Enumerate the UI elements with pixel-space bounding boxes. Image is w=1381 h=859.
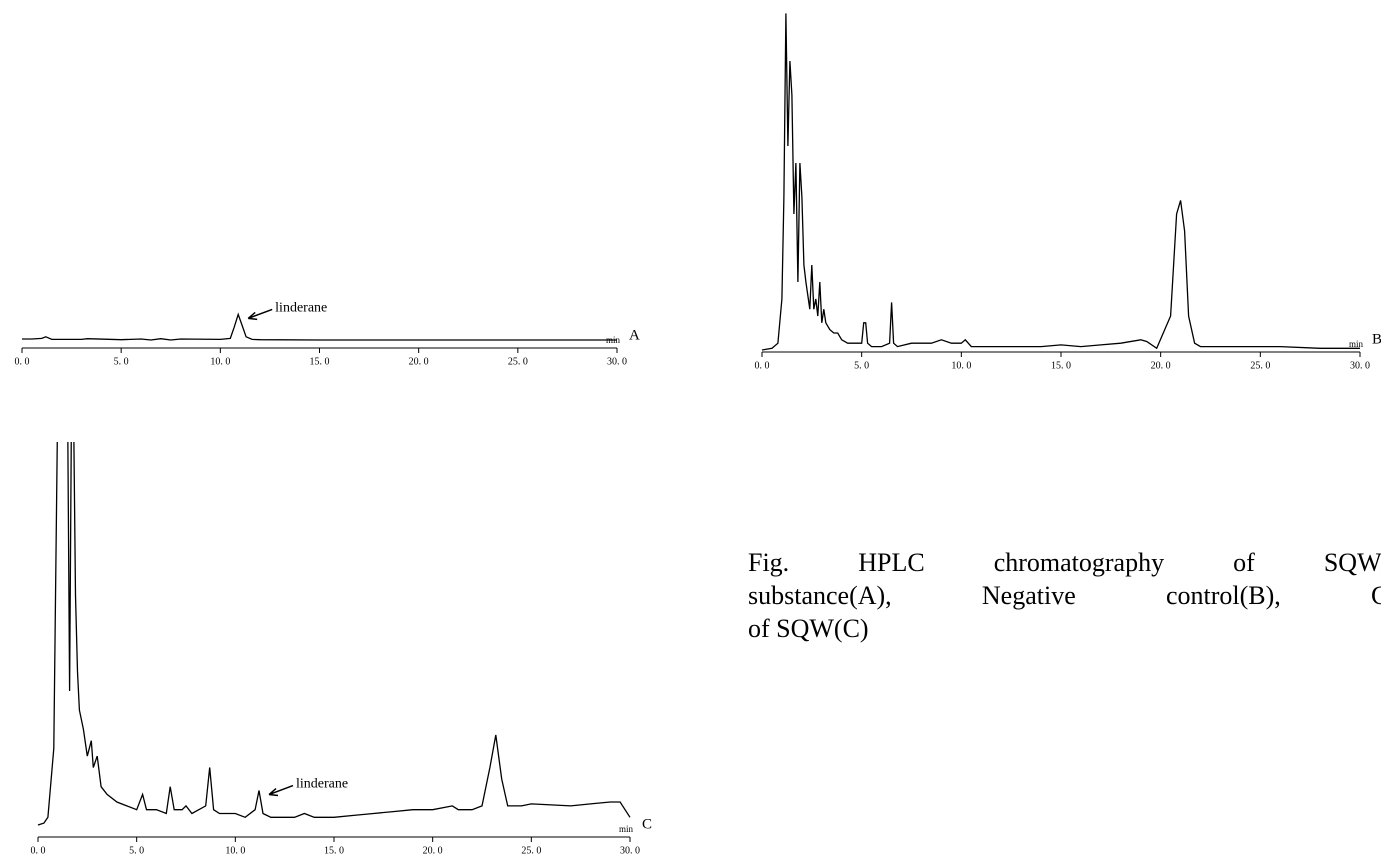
annotation-label: linderane (275, 301, 327, 316)
x-tick-label: 30. 0 (620, 845, 640, 856)
trace-label: A (629, 327, 640, 343)
x-tick-label: 0. 0 (15, 356, 30, 367)
x-tick-label: 0. 0 (31, 845, 46, 856)
caption-line: Fig. HPLC chromatography of SQW. Sta (748, 548, 1381, 577)
x-tick-label: 15. 0 (324, 845, 344, 856)
x-tick-label: 20. 0 (1151, 360, 1171, 371)
caption: Fig. HPLC chromatography of SQW. Sta sub… (748, 546, 1381, 656)
annotation-arrow (247, 308, 273, 321)
caption-line: substance(A), Negative control(B), Chrom… (748, 581, 1381, 610)
caption-line: of SQW(C) (748, 614, 869, 643)
x-tick-label: 25. 0 (508, 356, 528, 367)
x-tick-label: 30. 0 (1350, 360, 1370, 371)
x-tick-label: 25. 0 (1250, 360, 1270, 371)
x-tick-label: 0. 0 (755, 360, 770, 371)
x-unit: min (619, 824, 634, 834)
x-tick-label: 10. 0 (210, 356, 230, 367)
trace-label: B (1372, 331, 1381, 347)
x-tick-label: 20. 0 (423, 845, 443, 856)
annotation-arrow (268, 784, 294, 797)
x-tick-label: 10. 0 (951, 360, 971, 371)
trace-label: C (642, 816, 652, 832)
chromatogram-trace (37, 442, 631, 826)
x-tick-label: 20. 0 (409, 356, 429, 367)
x-tick-label: 15. 0 (1051, 360, 1071, 371)
x-tick-label: 30. 0 (607, 356, 627, 367)
x-tick-label: 5. 0 (114, 356, 129, 367)
x-tick-label: 5. 0 (129, 845, 144, 856)
x-tick-label: 25. 0 (521, 845, 541, 856)
chromatogram-trace (761, 13, 1360, 351)
chromatogram-trace (22, 312, 617, 341)
x-tick-label: 15. 0 (310, 356, 330, 367)
annotation-label: linderane (296, 777, 348, 792)
x-tick-label: 5. 0 (854, 360, 869, 371)
x-unit: min (1349, 339, 1364, 349)
x-tick-label: 10. 0 (225, 845, 245, 856)
